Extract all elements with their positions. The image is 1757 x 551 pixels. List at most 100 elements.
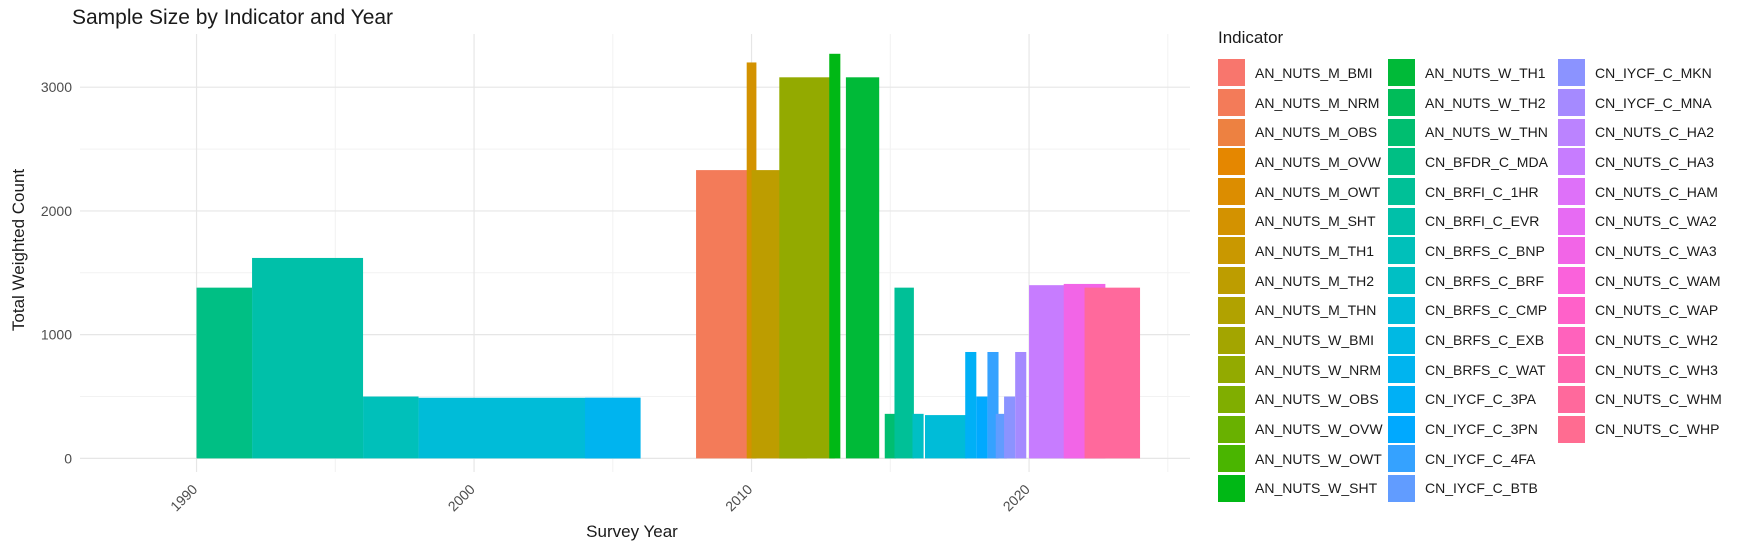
chart-title: Sample Size by Indicator and Year — [72, 6, 394, 29]
legend-swatch — [1388, 148, 1415, 176]
legend-item: AN_NUTS_W_NRM — [1218, 355, 1388, 385]
legend-swatch — [1558, 385, 1585, 413]
bar — [779, 77, 835, 459]
legend-swatch — [1218, 356, 1245, 384]
legend-item: AN_NUTS_W_BMI — [1218, 325, 1388, 355]
legend-item: CN_BRFS_C_CMP — [1388, 296, 1558, 326]
legend-swatch — [1558, 89, 1585, 117]
legend-label: CN_BRFS_C_BRF — [1425, 272, 1545, 289]
legend-label: CN_IYCF_C_BTB — [1425, 480, 1538, 497]
legend-item: AN_NUTS_W_OBS — [1218, 385, 1388, 415]
legend-label: AN_NUTS_M_OVW — [1255, 153, 1382, 170]
legend-swatch — [1388, 356, 1415, 384]
y-tick-label: 1000 — [41, 327, 72, 343]
legend-item: CN_IYCF_C_BTB — [1388, 474, 1558, 504]
legend-item: AN_NUTS_M_THN — [1218, 296, 1388, 326]
bar — [845, 77, 880, 459]
legend-label: CN_BFDR_C_MDA — [1425, 153, 1548, 170]
legend-label: AN_NUTS_W_TH1 — [1425, 64, 1546, 81]
legend-column: CN_IYCF_C_MKN CN_IYCF_C_MNA CN_NUTS_C_HA2 C… — [1558, 58, 1722, 503]
legend-label: CN_NUTS_C_WA3 — [1595, 242, 1717, 259]
y-tick-label: 3000 — [41, 79, 72, 95]
x-tick-label: 2010 — [722, 481, 755, 514]
legend-item: CN_BRFS_C_BNP — [1388, 236, 1558, 266]
legend-label: CN_IYCF_C_MNA — [1595, 94, 1712, 111]
legend-swatch — [1388, 415, 1415, 443]
legend-label: AN_NUTS_W_BMI — [1255, 332, 1375, 349]
legend-swatch — [1558, 356, 1585, 384]
legend-swatch — [1558, 296, 1585, 324]
legend-item: AN_NUTS_M_NRM — [1218, 88, 1388, 118]
legend-item: CN_BRFS_C_EXB — [1388, 325, 1558, 355]
bar — [1084, 287, 1141, 459]
legend-label: CN_BRFS_C_CMP — [1425, 302, 1548, 319]
legend-label: AN_NUTS_M_TH2 — [1255, 272, 1375, 289]
bar — [363, 396, 419, 459]
legend-label: CN_NUTS_C_WAM — [1595, 272, 1721, 289]
legend-label: CN_BRFI_C_EVR — [1425, 213, 1540, 230]
legend-label: AN_NUTS_M_SHT — [1255, 213, 1376, 230]
x-tick-label: 2000 — [445, 481, 478, 514]
legend-item: CN_IYCF_C_4FA — [1388, 444, 1558, 474]
legend-item: CN_BRFI_C_1HR — [1388, 177, 1558, 207]
legend-label: AN_NUTS_W_NRM — [1255, 361, 1382, 378]
legend-swatch — [1218, 148, 1245, 176]
bar — [965, 351, 977, 459]
x-axis-title: Survey Year — [586, 522, 678, 541]
legend-item: AN_NUTS_M_BMI — [1218, 58, 1388, 88]
legend-label: AN_NUTS_W_OVW — [1255, 421, 1383, 438]
legend-swatch — [1218, 59, 1245, 87]
legend-swatch — [1558, 326, 1585, 354]
legend-swatch — [1218, 445, 1245, 473]
legend-swatch — [1218, 237, 1245, 265]
legend-swatch — [1388, 118, 1415, 146]
legend-swatch — [1218, 385, 1245, 413]
legend-label: CN_IYCF_C_3PA — [1425, 391, 1537, 408]
legend-swatch — [1388, 267, 1415, 295]
legend-label: CN_NUTS_C_HA2 — [1595, 124, 1715, 141]
legend-item: CN_BFDR_C_MDA — [1388, 147, 1558, 177]
legend-item: CN_NUTS_C_WH3 — [1558, 355, 1722, 385]
bar — [884, 413, 896, 459]
legend-swatch — [1388, 296, 1415, 324]
legend-item: AN_NUTS_W_TH2 — [1388, 88, 1558, 118]
legend-swatch — [1388, 237, 1415, 265]
bar — [995, 413, 1007, 459]
x-tick-label: 1990 — [167, 481, 200, 514]
legend-column: AN_NUTS_W_TH1 AN_NUTS_W_TH2 AN_NUTS_W_THN C… — [1388, 58, 1558, 503]
legend-item: AN_NUTS_W_OVW — [1218, 414, 1388, 444]
x-tick-label: 2020 — [1000, 481, 1033, 514]
legend-swatch — [1388, 385, 1415, 413]
legend-swatch — [1388, 207, 1415, 235]
legend-swatch — [1218, 296, 1245, 324]
legend-label: AN_NUTS_W_SHT — [1255, 480, 1378, 497]
legend-item: AN_NUTS_M_SHT — [1218, 206, 1388, 236]
legend-label: CN_NUTS_C_WAP — [1595, 302, 1719, 319]
legend-label: AN_NUTS_W_THN — [1425, 124, 1548, 141]
legend-title: Indicator — [1218, 28, 1284, 47]
legend-swatch — [1558, 178, 1585, 206]
legend-label: CN_NUTS_C_WH2 — [1595, 332, 1718, 349]
legend-swatch — [1388, 178, 1415, 206]
y-tick-label: 0 — [64, 450, 72, 466]
legend-item: CN_IYCF_C_MKN — [1558, 58, 1722, 88]
legend-label: CN_IYCF_C_4FA — [1425, 450, 1536, 467]
legend-label: CN_NUTS_C_WHP — [1595, 421, 1720, 438]
legend-item: CN_BRFI_C_EVR — [1388, 206, 1558, 236]
legend-item: AN_NUTS_W_THN — [1388, 117, 1558, 147]
legend-item: CN_NUTS_C_WAM — [1558, 266, 1722, 296]
legend-item: CN_NUTS_C_WAP — [1558, 296, 1722, 326]
legend-swatch — [1218, 178, 1245, 206]
legend-swatch — [1558, 207, 1585, 235]
legend-label: CN_BRFI_C_1HR — [1425, 183, 1539, 200]
legend-item: CN_IYCF_C_3PA — [1388, 385, 1558, 415]
legend-label: CN_NUTS_C_HA3 — [1595, 153, 1715, 170]
legend-swatch — [1388, 474, 1415, 502]
legend-columns: AN_NUTS_M_BMI AN_NUTS_M_NRM AN_NUTS_M_OBS A… — [1218, 58, 1748, 503]
legend-label: CN_IYCF_C_3PN — [1425, 421, 1538, 438]
legend-item: CN_NUTS_C_WH2 — [1558, 325, 1722, 355]
bar — [1015, 351, 1027, 459]
bar — [894, 287, 914, 459]
legend-item: CN_NUTS_C_HA3 — [1558, 147, 1722, 177]
bar — [1004, 396, 1016, 459]
